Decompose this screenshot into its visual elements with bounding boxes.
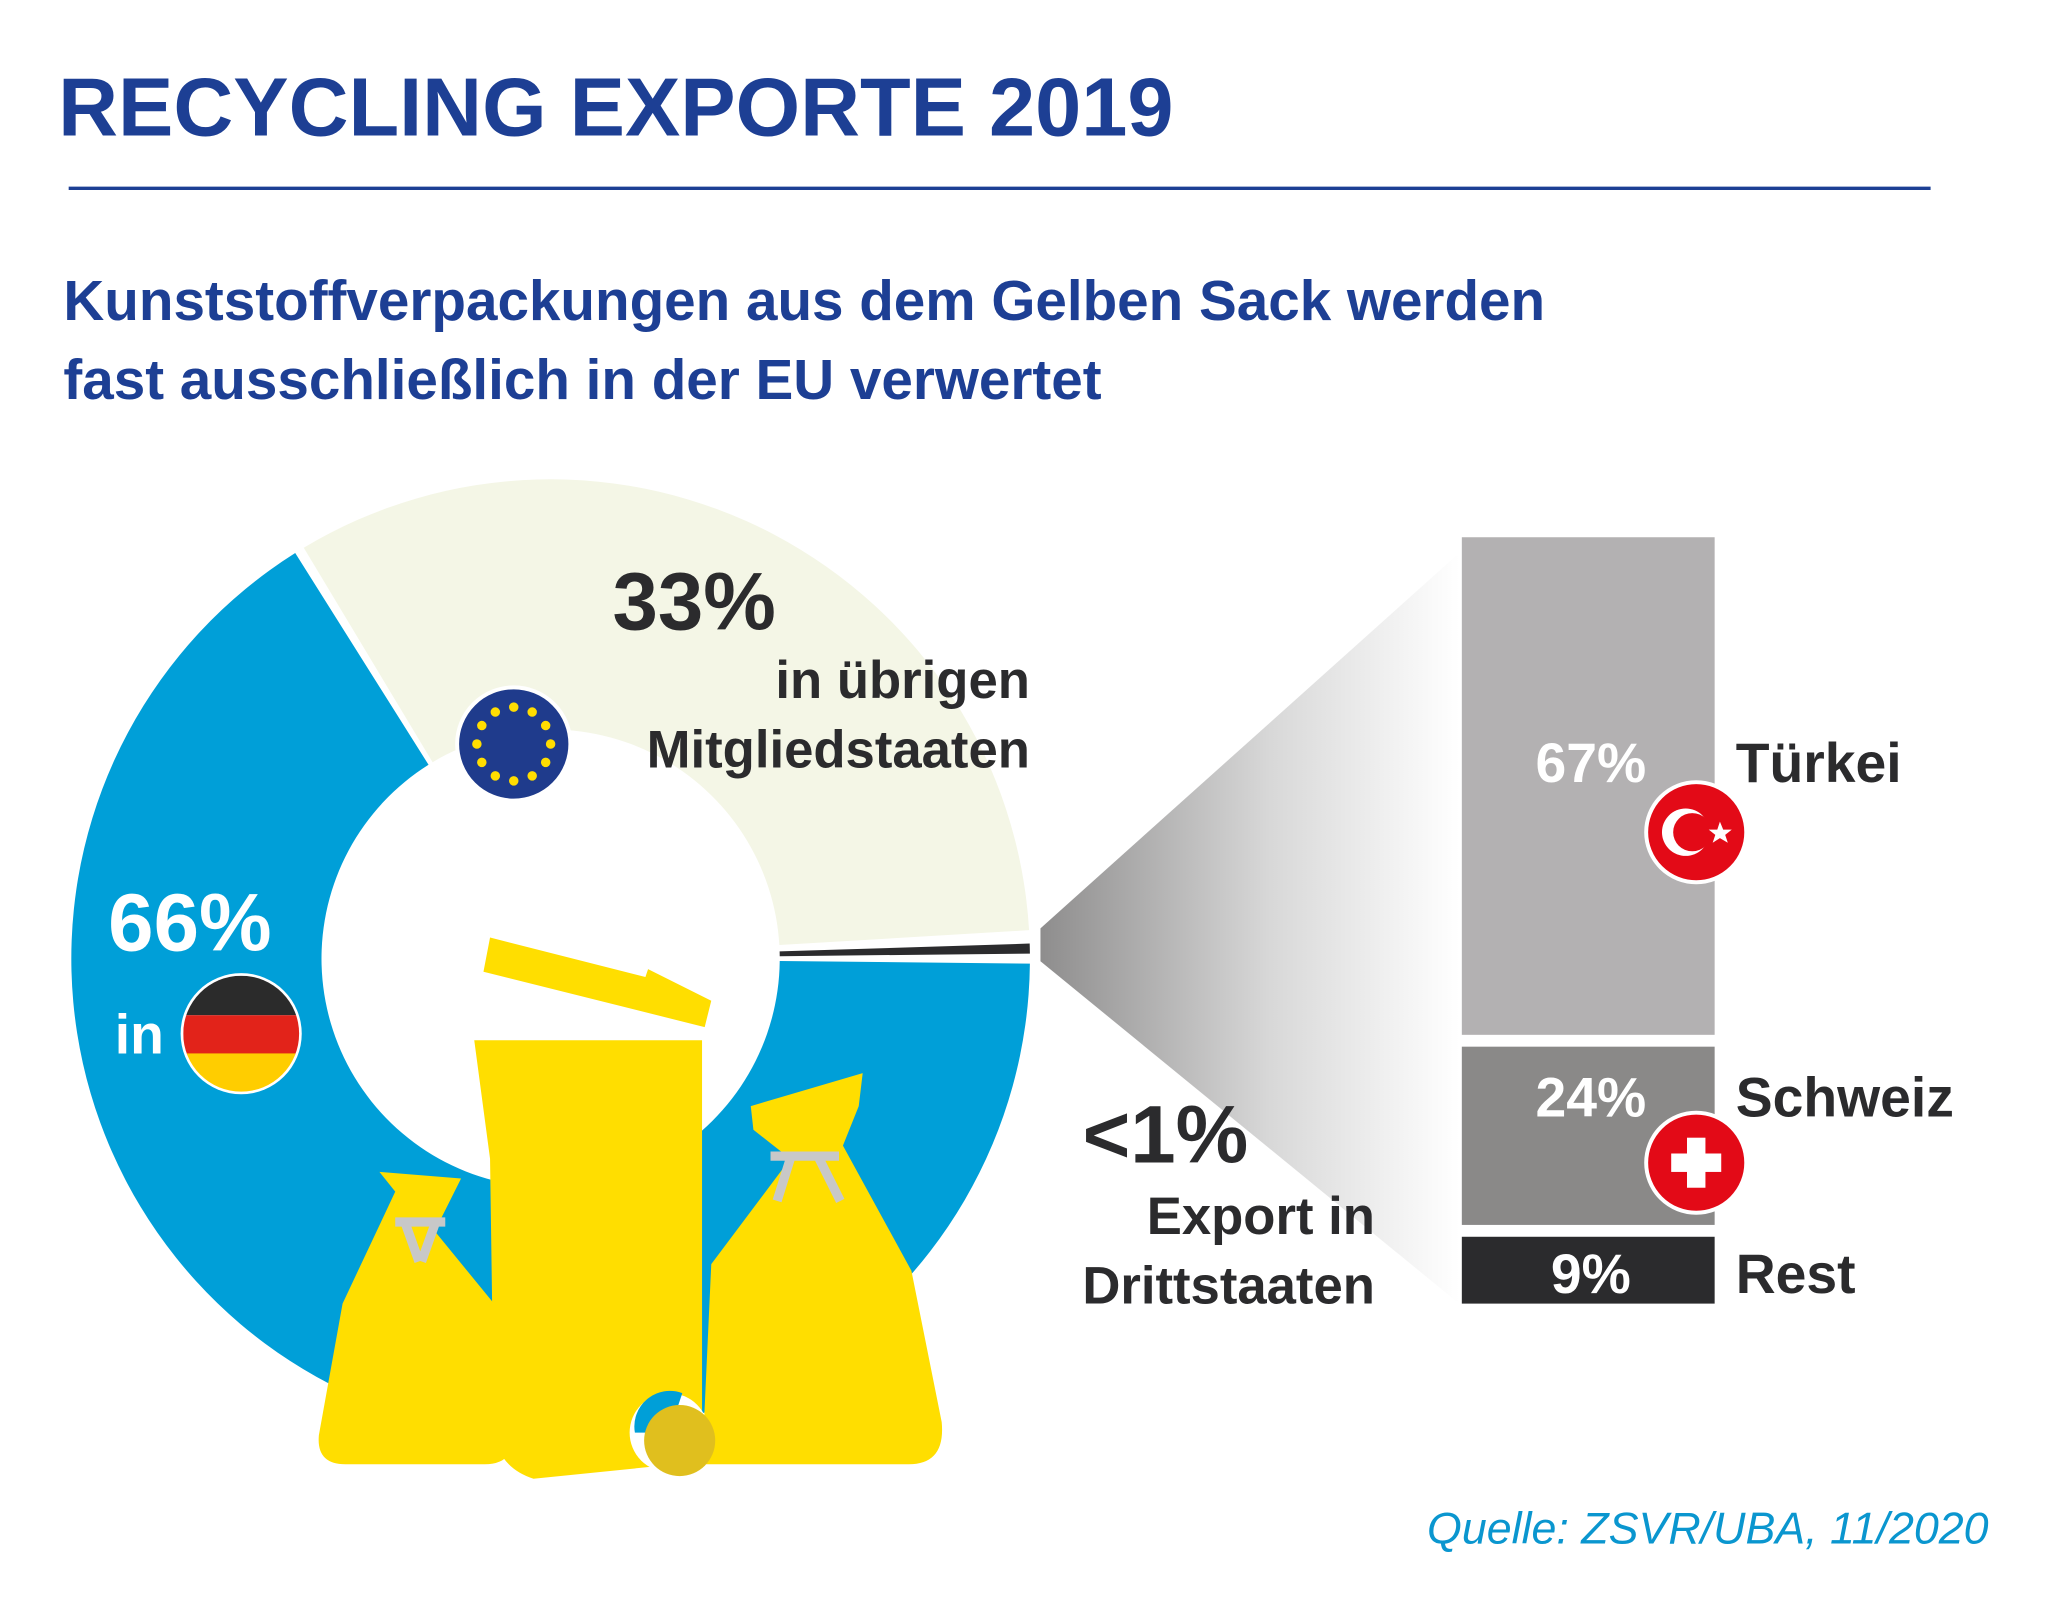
eu-star-icon	[490, 707, 501, 717]
subtitle-line-2: fast ausschließlich in der EU verwertet	[63, 348, 1101, 411]
tuerkei-percent-label: 67%	[1536, 732, 1647, 794]
eu-star-icon	[490, 771, 501, 781]
bin-wheel	[644, 1404, 716, 1477]
schweiz-label: Schweiz	[1736, 1067, 1954, 1129]
bar-segment-rest	[1461, 1236, 1715, 1304]
page-title: RECYCLING EXPORTE 2019	[58, 61, 1173, 154]
yellow-bag-right	[702, 1073, 943, 1465]
eu-flag-icon	[455, 685, 573, 803]
rest-percent-label: 9%	[1551, 1243, 1631, 1305]
donut-slice-export	[779, 943, 1030, 957]
tuerkei-label: Türkei	[1736, 732, 1902, 794]
eu-star-icon	[477, 720, 487, 731]
rest-label: Rest	[1736, 1243, 1856, 1305]
yellow-bin	[474, 1040, 703, 1479]
eu-star-icon	[477, 757, 487, 768]
eu-star-icon	[509, 702, 519, 712]
eu-text-line-1: in übrigen	[775, 651, 1030, 710]
eu-star-icon	[527, 771, 537, 781]
germany-percent-label: 66%	[108, 878, 271, 969]
eu-star-icon	[509, 776, 519, 786]
source-note: Quelle: ZSVR/UBA, 11/2020	[1427, 1503, 1989, 1553]
eu-star-icon	[472, 739, 482, 749]
eu-star-icon	[527, 707, 537, 717]
germany-flag-icon	[180, 973, 302, 1095]
eu-text-line-2: Mitgliedstaaten	[647, 721, 1030, 780]
export-percent-label: <1%	[1083, 1090, 1249, 1181]
donut-slice-eu	[303, 479, 1030, 946]
eu-star-icon	[540, 720, 551, 731]
yellow-bin-illustration	[318, 937, 943, 1479]
schweiz-percent-label: 24%	[1536, 1067, 1647, 1129]
eu-percent-label: 33%	[613, 556, 776, 647]
subtitle-line-1: Kunststoffverpackungen aus dem Gelben Sa…	[63, 269, 1545, 332]
bag-tie-left-icon	[395, 1217, 446, 1264]
bag-tie-right-icon	[770, 1151, 845, 1203]
turkey-flag-icon	[1644, 780, 1749, 885]
eu-star-icon	[540, 757, 551, 768]
germany-text: in	[115, 1003, 164, 1065]
export-text-line-2: Drittstaaten	[1082, 1257, 1375, 1316]
switzerland-flag-icon	[1644, 1110, 1749, 1215]
yellow-bag-left	[318, 1171, 514, 1465]
export-text-line-1: Export in	[1147, 1187, 1375, 1246]
eu-star-icon	[545, 739, 556, 749]
bin-lid	[483, 937, 712, 1028]
export-zoom-fan	[1040, 553, 1460, 1304]
